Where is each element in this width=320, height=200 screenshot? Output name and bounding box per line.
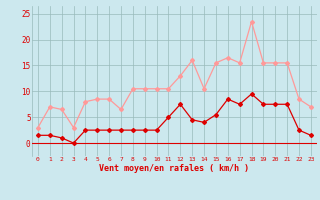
X-axis label: Vent moyen/en rafales ( km/h ): Vent moyen/en rafales ( km/h ) [100,164,249,173]
